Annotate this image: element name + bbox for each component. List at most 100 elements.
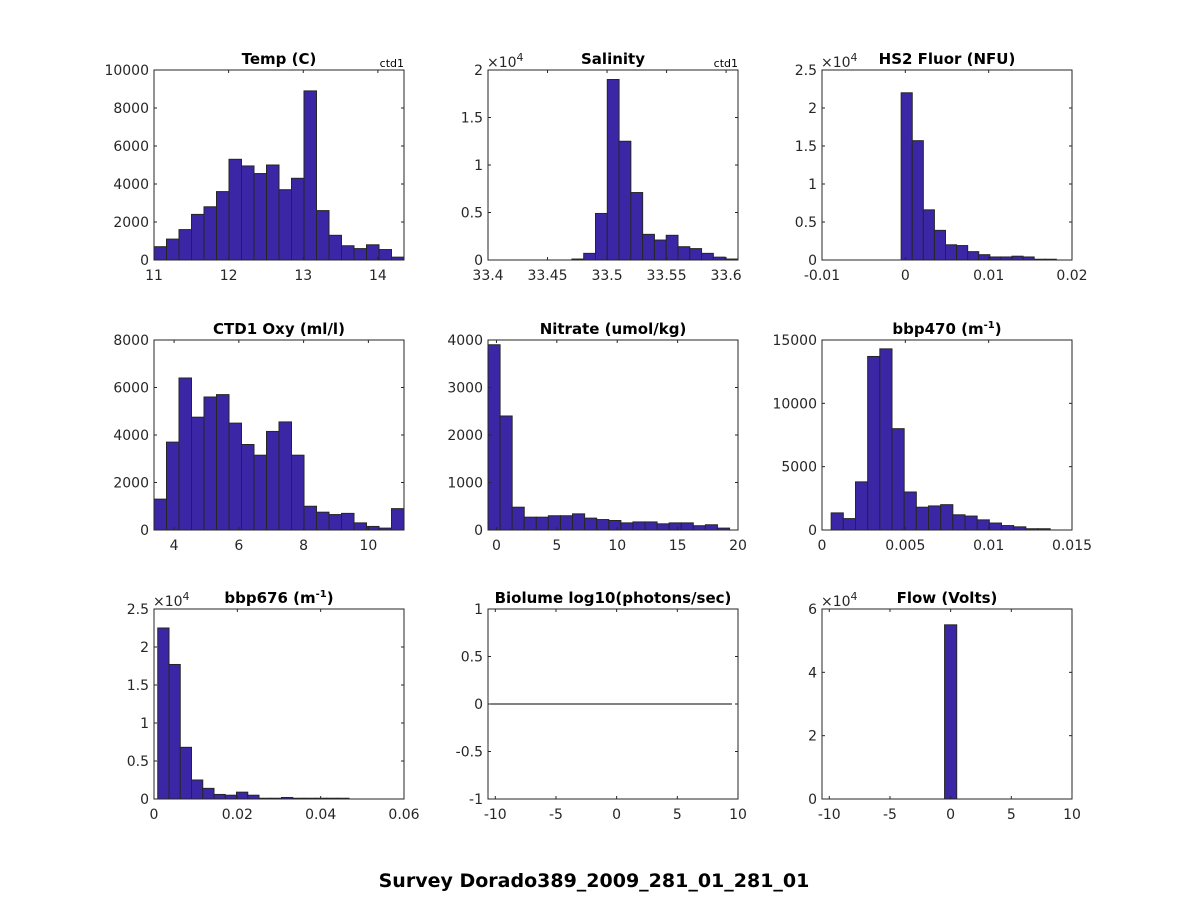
axes-background	[154, 609, 404, 799]
histogram-bar	[903, 491, 917, 531]
histogram-bar	[945, 244, 958, 261]
histogram-bar	[291, 177, 305, 261]
histogram-bar	[499, 415, 513, 531]
histogram-bar	[153, 498, 167, 531]
x-tick-label: -5	[549, 807, 563, 823]
x-tick-label: 4	[170, 538, 179, 554]
y-tick-label: 10000	[104, 63, 149, 79]
y-exponent-label: ×104	[153, 590, 190, 610]
axes-box	[821, 339, 1073, 531]
histogram-bar	[228, 422, 242, 531]
histogram-bar	[253, 173, 267, 261]
histogram-bar	[1011, 255, 1024, 261]
y-tick-label: 1	[808, 177, 817, 193]
histogram-bar	[967, 251, 980, 261]
subplot-title: Temp (C)	[242, 50, 317, 68]
x-tick-label: 20	[729, 538, 747, 554]
histogram-bar	[988, 522, 1002, 531]
subplot-title: HS2 Fluor (NFU)	[879, 50, 1016, 68]
histogram-bar	[956, 245, 969, 261]
histogram-bar	[891, 428, 905, 531]
histogram-bar	[830, 512, 844, 531]
x-tick-label: 33.5	[591, 268, 622, 284]
x-tick-label: 5	[673, 807, 682, 823]
histogram-bar	[278, 189, 292, 261]
histogram-bar	[535, 516, 549, 531]
histogram-bar	[944, 624, 958, 800]
histogram-bar	[583, 252, 597, 261]
corner-label: ctd1	[714, 57, 738, 70]
y-tick-label: 0.5	[461, 650, 483, 666]
y-tick-label: 2000	[113, 476, 149, 492]
x-tick-label: 0.04	[305, 807, 336, 823]
y-tick-label: 0.5	[795, 215, 817, 231]
x-tick-label: 13	[294, 268, 312, 284]
histogram-bar	[328, 514, 342, 531]
axes-background	[488, 340, 738, 530]
histogram-bar	[316, 511, 330, 531]
histogram-bar	[153, 246, 167, 261]
y-tick-label: 4	[808, 665, 817, 681]
histogram-bar	[191, 416, 205, 531]
y-tick-label: 2	[474, 63, 483, 79]
histogram-bar	[596, 519, 610, 531]
y-tick-label: 8000	[113, 101, 149, 117]
histogram-bar	[928, 505, 942, 531]
y-tick-label: 0	[808, 523, 817, 539]
histogram-bar	[952, 514, 966, 531]
histogram-bar	[915, 506, 929, 531]
x-tick-label: 10	[729, 807, 747, 823]
histogram-bar	[911, 140, 924, 261]
x-tick-label: -5	[883, 807, 897, 823]
histogram-bar	[618, 140, 632, 261]
histogram-bar	[677, 246, 691, 261]
x-tick-label: 10	[608, 538, 626, 554]
histogram-bar	[303, 90, 317, 261]
subplot-salinity: 33.4 33.45 33.5 33.55 33.6 0 0.5 1 1.5 2 ×104 Salin…	[461, 50, 742, 284]
histogram-bar	[328, 234, 342, 261]
x-tick-label: -0.01	[804, 268, 840, 284]
y-tick-label: 2	[808, 729, 817, 745]
histogram-bar	[867, 355, 881, 531]
x-tick-label: 0	[901, 268, 910, 284]
y-tick-label: 0	[808, 792, 817, 808]
y-tick-label: 2.5	[127, 602, 149, 618]
histogram-bar	[842, 518, 856, 531]
x-tick-label: 33.55	[647, 268, 687, 284]
y-tick-label: -1	[469, 792, 483, 808]
histogram-bar	[680, 522, 694, 531]
y-tick-label: 2.5	[795, 63, 817, 79]
histogram-bar	[391, 508, 405, 531]
y-tick-label: 0	[140, 523, 149, 539]
histogram-bar	[665, 234, 679, 261]
histogram-bar	[216, 191, 230, 261]
subplot-title: Salinity	[581, 50, 645, 68]
y-tick-label: 0	[140, 792, 149, 808]
histogram-bar	[203, 206, 217, 261]
histogram-bar	[933, 229, 947, 261]
histogram-bar	[704, 524, 718, 531]
x-tick-label: 0.015	[1052, 538, 1092, 554]
y-exponent-label: ×104	[487, 51, 524, 71]
histogram-bar	[203, 396, 217, 531]
histogram-bar	[353, 522, 367, 531]
histogram-bar	[166, 441, 180, 531]
y-tick-label: 2	[808, 101, 817, 117]
x-tick-label: 0	[150, 807, 159, 823]
y-tick-label: 0.5	[461, 206, 483, 222]
histogram-bar	[157, 627, 170, 800]
axes-background	[822, 70, 1072, 260]
histogram-bar	[701, 252, 714, 261]
subplot-title: Flow (Volts)	[897, 589, 998, 607]
histogram-bar	[606, 79, 620, 261]
y-tick-label: 5000	[781, 460, 817, 476]
histogram-bar	[644, 521, 658, 531]
histogram-bar	[266, 164, 280, 261]
subplot-title: Nitrate (umol/kg)	[540, 320, 687, 338]
x-tick-label: 12	[220, 268, 238, 284]
axes-box	[153, 69, 405, 261]
histogram-bar	[922, 209, 935, 261]
x-tick-label: 5	[552, 538, 561, 554]
y-tick-label: 1.5	[127, 678, 149, 694]
x-tick-label: 33.45	[527, 268, 567, 284]
